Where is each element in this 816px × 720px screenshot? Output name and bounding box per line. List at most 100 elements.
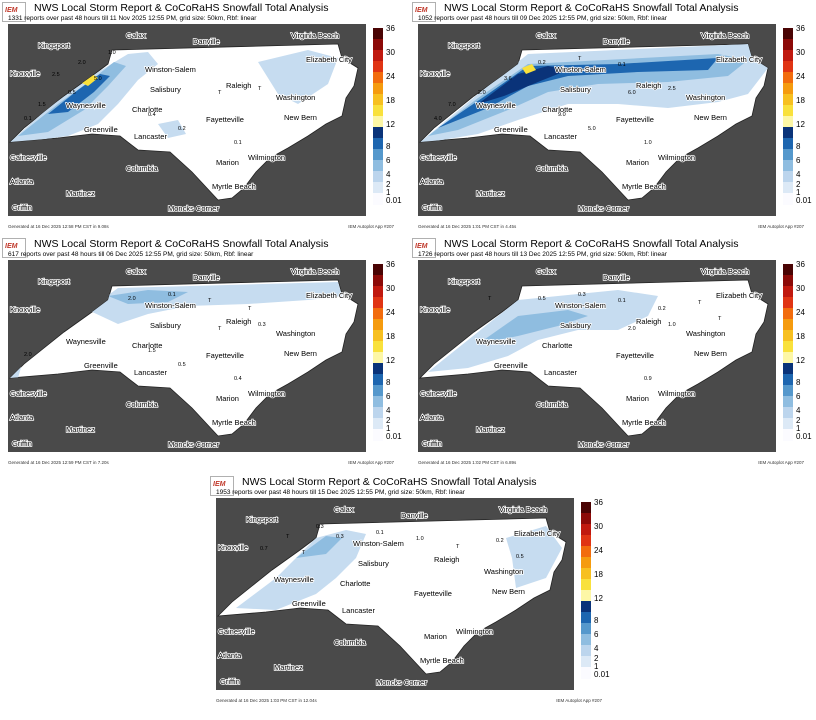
panel-subtitle: 1052 reports over past 48 hours till 09 … — [418, 15, 667, 22]
colorbar-segment — [581, 612, 591, 624]
city-label: New Bern — [492, 587, 525, 596]
report-value: 0.1 — [618, 298, 626, 304]
colorbar-segment — [373, 193, 383, 205]
city-label: Griffin — [12, 439, 32, 448]
colorbar-tick-label: 4 — [386, 406, 391, 415]
colorbar-tick-label: 2 — [594, 654, 599, 663]
report-value: 0.2 — [178, 126, 186, 132]
colorbar-tick-label: 4 — [594, 644, 599, 653]
snowfall-map: Galax Danville Virginia Beach Kingsport Eliz… — [8, 24, 366, 216]
colorbar-segment — [373, 160, 383, 172]
colorbar-segment — [581, 557, 591, 569]
city-label: Greenville — [494, 361, 528, 370]
colorbar-segment — [373, 171, 383, 183]
city-label: Knoxville — [218, 543, 248, 552]
snowfall-map: Galax Danville Virginia Beach Kingsport Eliz… — [216, 498, 574, 690]
colorbar-segment — [373, 138, 383, 150]
colorbar-segment — [783, 407, 793, 419]
report-value: 0.1 — [234, 140, 242, 146]
colorbar-tick-label: 18 — [796, 332, 805, 341]
city-labels: Galax Danville Virginia Beach Kingsport Eliz… — [9, 266, 353, 450]
city-label: Moncks Corner — [168, 440, 219, 449]
generated-note: Generated at 16 Dec 2025 1:02 PM CST in … — [418, 460, 517, 465]
colorbar-tick-label: 30 — [594, 522, 603, 531]
city-label: Griffin — [220, 677, 240, 686]
city-labels: Galax Danville Virginia Beach Kingsport Eliz… — [419, 266, 763, 450]
city-label: Columbia — [536, 400, 569, 409]
colorbar-segment — [783, 286, 793, 298]
colorbar-tick-label: 12 — [594, 594, 603, 603]
city-labels: Galax Danville Virginia Beach Kingsport Eliz… — [419, 30, 763, 214]
colorbar-segment — [783, 264, 793, 276]
city-label: Washington — [276, 93, 315, 102]
report-value: T — [258, 86, 262, 92]
city-label: Gainesville — [10, 153, 47, 162]
colorbar-segment — [581, 634, 591, 646]
city-label: Raleigh — [226, 81, 251, 90]
report-value: 2.0 — [628, 326, 636, 332]
colorbar-ticks: 36 30 24 18 12 8 6 4 2 1 0.01 — [384, 24, 404, 205]
colorbar-tick-label: 12 — [386, 120, 395, 129]
report-value: 0.5 — [538, 296, 546, 302]
colorbar-segment — [783, 308, 793, 320]
report-value: 1.0 — [668, 322, 676, 328]
city-label: Elizabeth City — [306, 55, 352, 64]
iem-logo: IEM — [2, 238, 26, 258]
report-value: 2.0 — [128, 296, 136, 302]
panel-title: NWS Local Storm Report & CoCoRaHS Snowfa… — [242, 476, 537, 488]
city-label: Griffin — [422, 439, 442, 448]
colorbar-tick-label: 2 — [386, 416, 391, 425]
colorbar-tick-label: 1 — [386, 188, 391, 197]
report-value: 0.1 — [24, 116, 32, 122]
city-label: Greenville — [494, 125, 528, 134]
report-value: 0.5 — [516, 554, 524, 560]
colorbar-tick-label: 8 — [386, 142, 391, 151]
city-label: Gainesville — [420, 153, 457, 162]
city-label: Waynesville — [476, 337, 516, 346]
report-value: 4.0 — [434, 116, 442, 122]
snowfall-panel-5: IEM NWS Local Storm Report & CoCoRaHS Sn… — [208, 474, 610, 706]
report-value: 2.0 — [24, 352, 32, 358]
report-value: 0.3 — [578, 292, 586, 298]
city-label: Columbia — [334, 638, 367, 647]
colorbar-segment — [581, 579, 591, 591]
colorbar-segment — [581, 502, 591, 514]
generated-note: Generated at 16 Dec 2025 1:03 PM CST in … — [216, 698, 317, 703]
city-label: Danville — [603, 37, 630, 46]
colorbar-segment — [373, 149, 383, 161]
report-value: 1.0 — [108, 50, 116, 56]
report-value: T — [302, 550, 306, 556]
generated-note: Generated at 16 Dec 2025 1:01 PM CST in … — [418, 224, 517, 229]
snowfall-panel-3: IEM NWS Local Storm Report & CoCoRaHS Sn… — [0, 236, 402, 468]
colorbar-tick-label: 6 — [386, 392, 391, 401]
city-label: Charlotte — [340, 579, 370, 588]
colorbar — [581, 502, 591, 679]
city-label: Moncks Corner — [168, 204, 219, 213]
report-value: 6.0 — [628, 90, 636, 96]
report-value: T — [286, 534, 290, 540]
colorbar — [783, 264, 793, 441]
colorbar-segment — [783, 72, 793, 84]
report-value: 0.3 — [316, 524, 324, 530]
colorbar-tick-label: 1 — [386, 424, 391, 433]
colorbar-tick-label: 30 — [386, 48, 395, 57]
city-label: Charlotte — [132, 105, 162, 114]
colorbar-segment — [373, 363, 383, 375]
report-value: 2.0 — [478, 90, 486, 96]
city-label: Elizabeth City — [716, 291, 762, 300]
city-label: Marion — [216, 158, 239, 167]
city-label: Virginia Beach — [701, 31, 749, 40]
colorbar-segment — [783, 275, 793, 287]
report-value: 0.2 — [538, 60, 546, 66]
report-value: 0.3 — [258, 322, 266, 328]
city-label: Elizabeth City — [306, 291, 352, 300]
colorbar-segment — [373, 385, 383, 397]
city-label: Galax — [536, 267, 556, 276]
city-label: Galax — [126, 31, 146, 40]
colorbar-tick-label: 36 — [594, 498, 603, 507]
report-value: 1.0 — [644, 140, 652, 146]
colorbar-tick-label: 4 — [796, 170, 801, 179]
city-label: Atlanta — [10, 177, 34, 186]
colorbar-tick-label: 6 — [796, 156, 801, 165]
colorbar-segment — [373, 374, 383, 386]
